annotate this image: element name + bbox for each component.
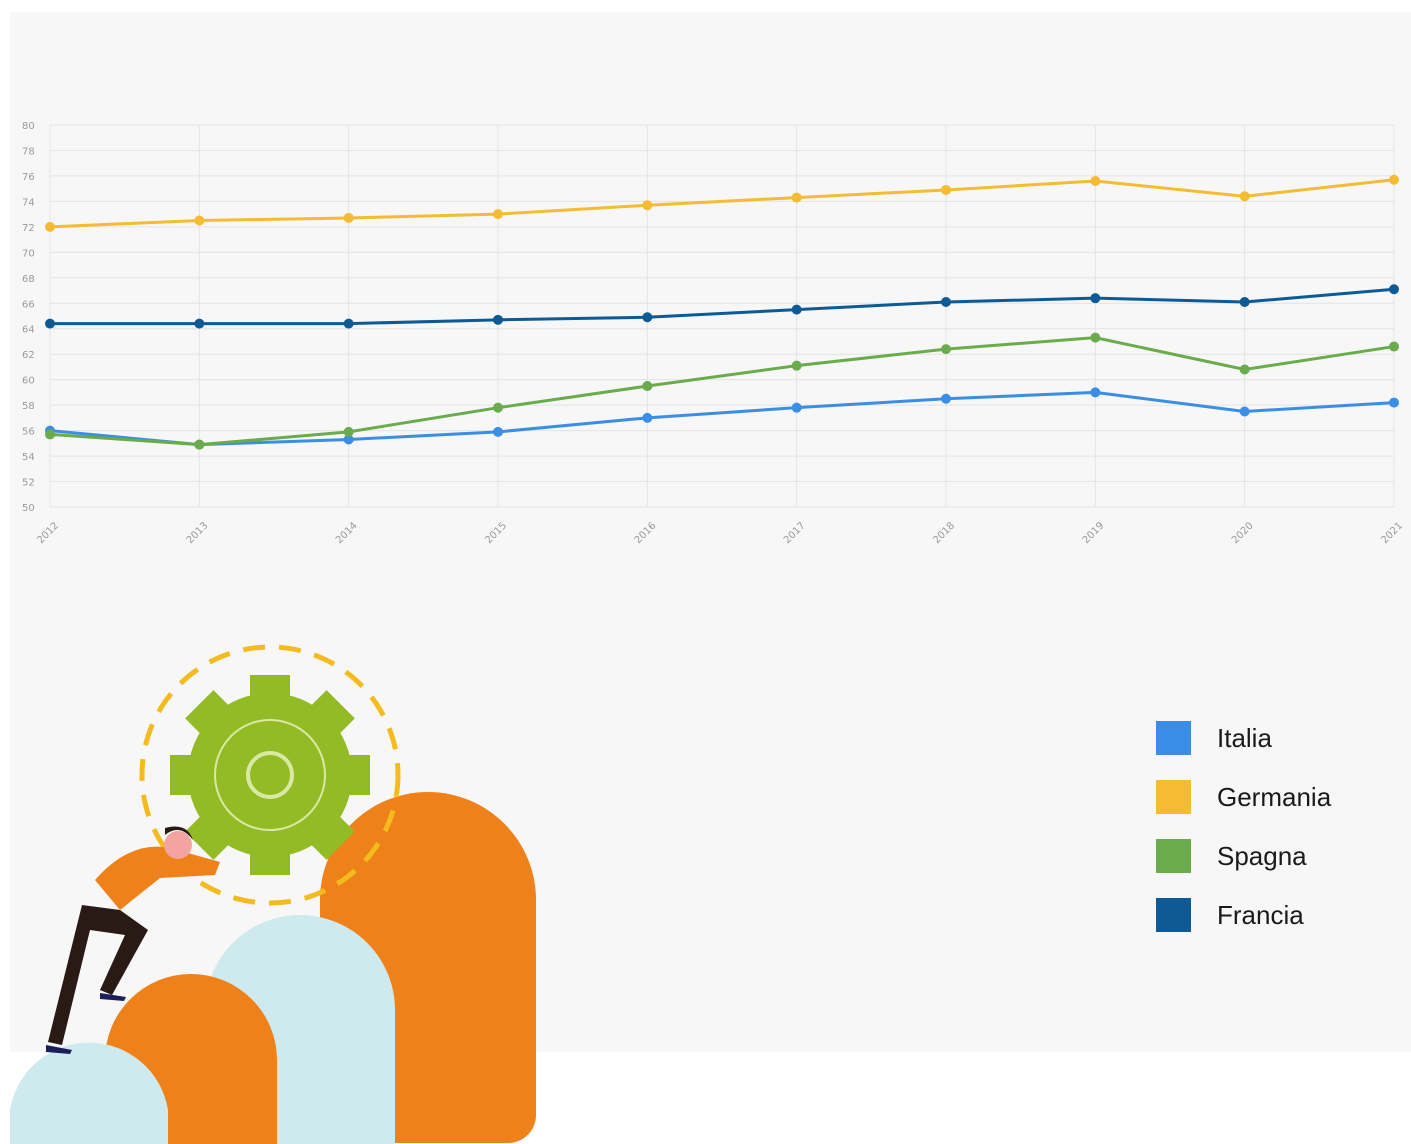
y-tick-label: 64	[22, 325, 35, 336]
y-tick-label: 50	[22, 503, 35, 514]
illustration	[10, 644, 536, 1144]
data-point	[642, 412, 653, 423]
data-point	[1090, 176, 1101, 187]
data-point	[194, 215, 205, 226]
data-point	[1239, 364, 1250, 375]
data-point	[493, 426, 503, 437]
legend-label: Spagna	[1217, 841, 1307, 871]
y-tick-label: 62	[22, 350, 35, 361]
data-point	[493, 209, 503, 220]
y-tick-label: 54	[22, 452, 35, 463]
data-point	[1090, 332, 1101, 343]
legend-swatch	[1156, 721, 1191, 755]
y-tick-label: 52	[22, 478, 35, 489]
series-line	[49, 178, 1395, 229]
data-point	[1239, 191, 1250, 202]
data-point	[1389, 397, 1399, 408]
data-point	[1389, 174, 1399, 185]
data-point	[194, 439, 205, 450]
legend-swatch	[1156, 898, 1191, 932]
series-line	[49, 390, 1395, 447]
data-point	[343, 318, 354, 329]
y-tick-label: 68	[22, 274, 35, 285]
y-tick-label: 58	[22, 401, 35, 412]
data-point	[343, 434, 354, 445]
y-tick-label: 60	[22, 376, 35, 387]
data-point	[194, 318, 205, 329]
data-point	[45, 221, 55, 232]
data-point	[493, 314, 503, 325]
data-point	[791, 402, 802, 413]
y-tick-label: 66	[22, 299, 35, 310]
data-point	[941, 344, 951, 355]
series-line	[49, 336, 1395, 447]
data-point	[1239, 296, 1250, 307]
y-tick-label: 72	[22, 223, 35, 234]
data-point	[642, 200, 653, 211]
series-line	[50, 287, 1395, 326]
data-point	[642, 381, 653, 392]
data-point	[1090, 387, 1101, 398]
y-tick-label: 74	[22, 197, 35, 208]
data-point	[941, 393, 951, 404]
y-tick-label: 78	[22, 146, 35, 157]
data-point	[791, 192, 802, 203]
y-tick-label: 76	[22, 172, 35, 183]
data-point	[1389, 341, 1399, 352]
data-point	[941, 296, 951, 307]
data-point	[1090, 293, 1101, 304]
legend-label: Italia	[1217, 723, 1272, 753]
data-point	[493, 402, 503, 413]
data-point	[1239, 406, 1250, 417]
y-tick-label: 56	[22, 427, 35, 438]
data-point	[941, 184, 951, 195]
chart-background	[10, 12, 1411, 1052]
data-point	[1389, 284, 1399, 295]
y-tick-label: 80	[22, 121, 35, 132]
data-point	[343, 426, 354, 437]
data-point	[791, 304, 802, 315]
legend-label: Germania	[1217, 782, 1332, 812]
legend-swatch	[1156, 839, 1191, 873]
data-point	[642, 312, 653, 323]
legend-label: Francia	[1217, 900, 1304, 930]
legend-swatch	[1156, 780, 1191, 814]
legend: Italia Germania Spagna Francia	[1156, 721, 1332, 932]
data-point	[45, 429, 55, 440]
data-point	[343, 212, 354, 223]
y-tick-label: 70	[22, 248, 35, 259]
data-point	[45, 318, 55, 329]
data-point	[791, 360, 802, 371]
